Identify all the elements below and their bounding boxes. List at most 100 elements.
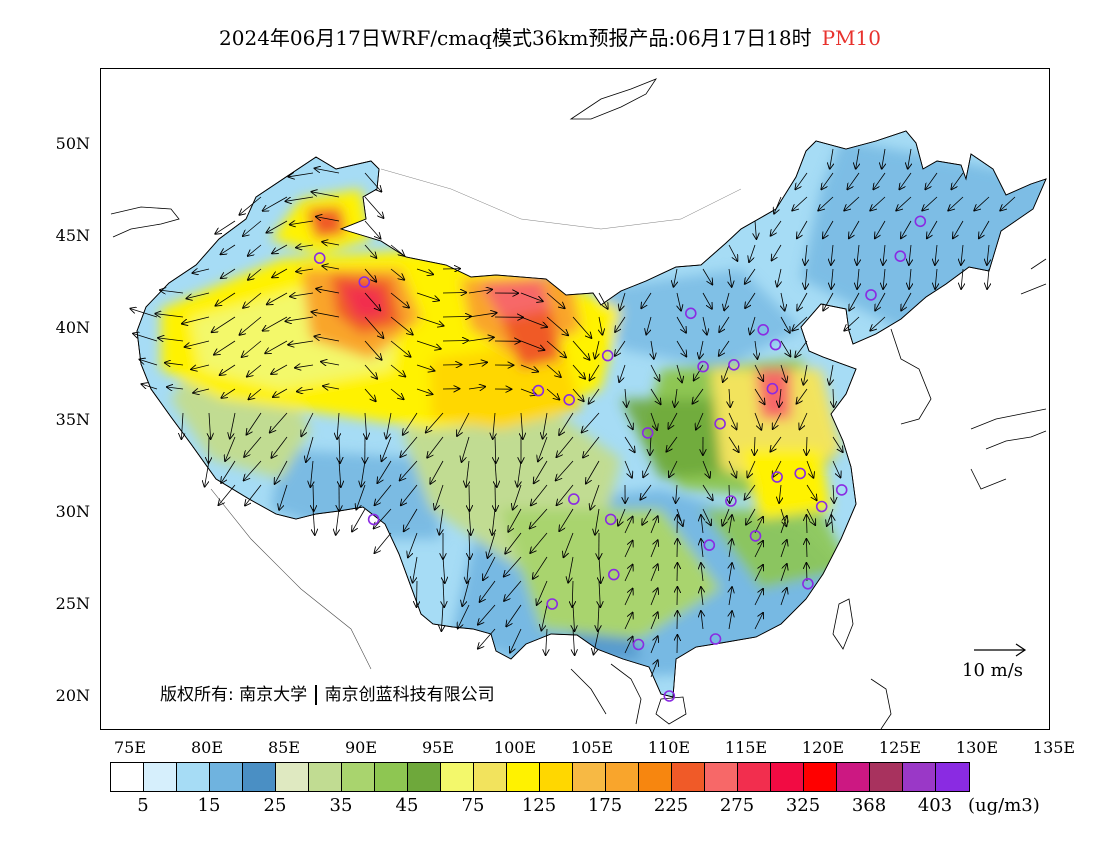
colorbar-cell [705,763,738,791]
wind-arrow [833,484,834,503]
wind-arrow [806,515,807,534]
wind-arrow [273,388,288,397]
wind-arrow [339,436,340,463]
wind-arrow [546,388,559,400]
wind-arrow [417,580,418,607]
wind-arrow [225,436,236,461]
wind-arrow [220,364,236,375]
wind-arrow [483,556,496,580]
wind-arrow [364,220,381,239]
city-station-marker [663,690,676,702]
wind-arrow [247,412,262,435]
wind-arrow [289,173,314,177]
wind-arrow [674,268,678,287]
wind-arrow [702,268,712,284]
wind-arrow [806,436,807,455]
wind-arrow [488,532,496,558]
colorbar-cell [243,763,276,791]
wind-arrow [800,412,808,429]
wind-arrow [416,268,433,274]
wind-arrow [546,340,566,357]
wind-arrow [185,340,210,347]
city-station-marker [914,215,927,228]
lat-label-40n: 40N [55,318,90,337]
wind-arrow [745,484,756,500]
city-station-marker [567,493,580,505]
wind-arrow [478,604,496,625]
wind-arrow [285,196,314,201]
wind-arrow [719,316,730,332]
wind-arrow [538,436,548,461]
lon-label-80e: 80E [190,738,224,757]
colorbar-cell [309,763,342,791]
colorbar-tick-label: 35 [329,795,353,816]
wind-arrow [265,340,288,353]
wind-arrow [296,245,314,248]
wind-arrow [271,436,288,458]
wind-arrow [624,637,633,654]
wind-arrow [619,364,626,382]
city-station-marker [815,500,828,513]
wind-reference-arrow [974,643,1027,657]
wind-arrow [416,388,432,394]
wind-arrow [165,363,184,365]
wind-arrow [857,244,859,265]
wind-arrow [272,268,288,277]
wind-arrow [404,508,418,531]
wind-arrow [557,436,574,457]
wind-arrow [400,460,418,480]
wind-arrow [781,292,785,311]
wind-arrow [701,587,703,606]
wind-arrow [466,460,469,487]
city-station-marker [865,289,877,301]
wind-arrow [624,517,633,534]
map-title: 2024年06月17日WRF/cmaq模式36km预报产品:06月17日18时 P… [0,22,1100,51]
city-station-marker [728,358,740,371]
wind-arrow [650,388,661,404]
wind-arrow [780,516,787,534]
wind-arrow [818,196,834,211]
wind-arrow [323,386,340,389]
wind-arrow [505,532,522,554]
wind-arrow [806,539,807,558]
wind-arrow [729,563,732,582]
wind-arrow [806,508,815,525]
wind-arrow [230,412,236,439]
city-station-marker [532,384,545,397]
wind-arrow [140,360,158,366]
wind-arrow [624,613,633,630]
coastline-mongolia [380,168,742,230]
wind-arrow [729,611,732,630]
wind-arrow [805,268,807,289]
wind-arrow [442,341,468,342]
wind-arrow [773,412,782,429]
wind-arrow [245,484,262,506]
wind-arrow [748,460,756,477]
city-station-marker [684,307,697,320]
wind-arrow [469,484,470,511]
wind-arrow [729,515,732,534]
wind-arrow [364,172,381,192]
wind-arrow [374,508,392,528]
wind-arrow [831,244,833,265]
title-text: 2024年06月17日WRF/cmaq模式36km预报产品:06月17日18时 [219,26,812,50]
wind-arrow [443,556,445,583]
city-station-marker [604,513,617,526]
wind-arrow [875,292,886,311]
wind-arrow [650,660,658,678]
wind-arrow [375,484,392,505]
lon-label-130e: 130E [955,738,999,757]
wind-arrow [745,268,756,284]
wind-arrow [510,628,522,653]
wind-arrow [909,244,911,265]
wind-arrow [728,244,737,261]
wind-arrow [556,460,574,480]
wind-arrow [750,316,756,334]
wind-arrow [322,266,340,269]
wind-arrow [844,196,860,211]
wind-arrow [901,220,912,238]
pm10-colorbar [110,762,970,792]
wind-arrow [279,484,288,510]
wind-arrow [780,316,790,333]
wind-arrow [797,220,808,238]
